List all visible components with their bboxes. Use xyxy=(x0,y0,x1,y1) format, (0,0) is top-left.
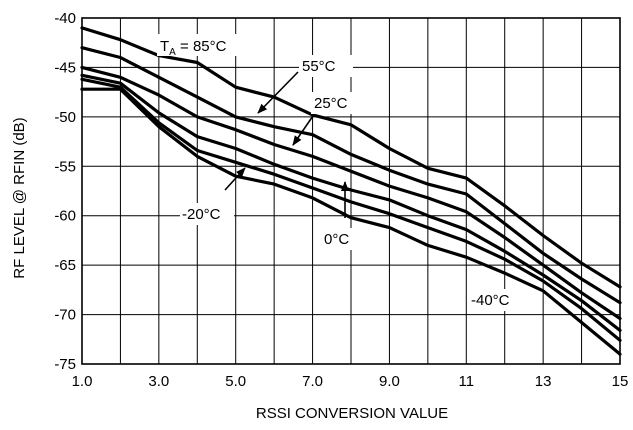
y-tick-label: -40 xyxy=(54,10,76,27)
y-tick-label: -60 xyxy=(54,208,76,225)
arrow-55 xyxy=(257,71,299,114)
arrow-n20 xyxy=(224,167,246,191)
x-axis-label: RSSI CONVERSION VALUE xyxy=(256,405,448,422)
label-ta-85: TA = 85°C xyxy=(160,38,227,58)
x-tick-label: 15 xyxy=(612,373,629,390)
series-line-2 xyxy=(80,65,622,321)
annotation-arrows xyxy=(224,71,349,218)
x-tick-label: 13 xyxy=(535,373,552,390)
label-n40: -40°C xyxy=(471,292,510,309)
plot-frame xyxy=(81,17,621,365)
series-line-3 xyxy=(80,73,622,332)
y-tick-label: -70 xyxy=(54,307,76,324)
y-tick-label: -75 xyxy=(54,356,76,373)
series-line-5 xyxy=(80,87,622,356)
x-tick-label: 7.0 xyxy=(302,373,323,390)
tick-labels: 1.0 3.0 5.0 7.0 9.0 11 13 15 -75 -70 -65 -60 -55 -50 -… xyxy=(54,10,628,390)
arrow-25 xyxy=(292,112,316,146)
y-tick-label: -45 xyxy=(54,59,76,76)
y-tick-label: -55 xyxy=(54,158,76,175)
x-tick-label: 1.0 xyxy=(72,373,93,390)
series-group xyxy=(80,26,622,356)
annotations: TA = 85°C 55°C 25°C -20°C 0°C -40°C xyxy=(157,34,524,311)
label-25: 25°C xyxy=(314,95,348,112)
y-axis-label: RF LEVEL @ RFIN (dB) xyxy=(11,117,28,278)
label-55: 55°C xyxy=(302,58,336,75)
label-0: 0°C xyxy=(324,231,349,248)
y-tick-label: -50 xyxy=(54,109,76,126)
x-tick-label: 11 xyxy=(458,373,474,390)
x-tick-label: 9.0 xyxy=(379,373,400,390)
y-tick-label: -65 xyxy=(54,257,76,274)
x-tick-label: 5.0 xyxy=(225,373,246,390)
x-tick-label: 3.0 xyxy=(148,373,169,390)
label-n20: -20°C xyxy=(182,206,221,223)
series-line-0 xyxy=(80,26,622,289)
series-line-1 xyxy=(80,46,622,305)
series-line-4 xyxy=(80,77,622,342)
